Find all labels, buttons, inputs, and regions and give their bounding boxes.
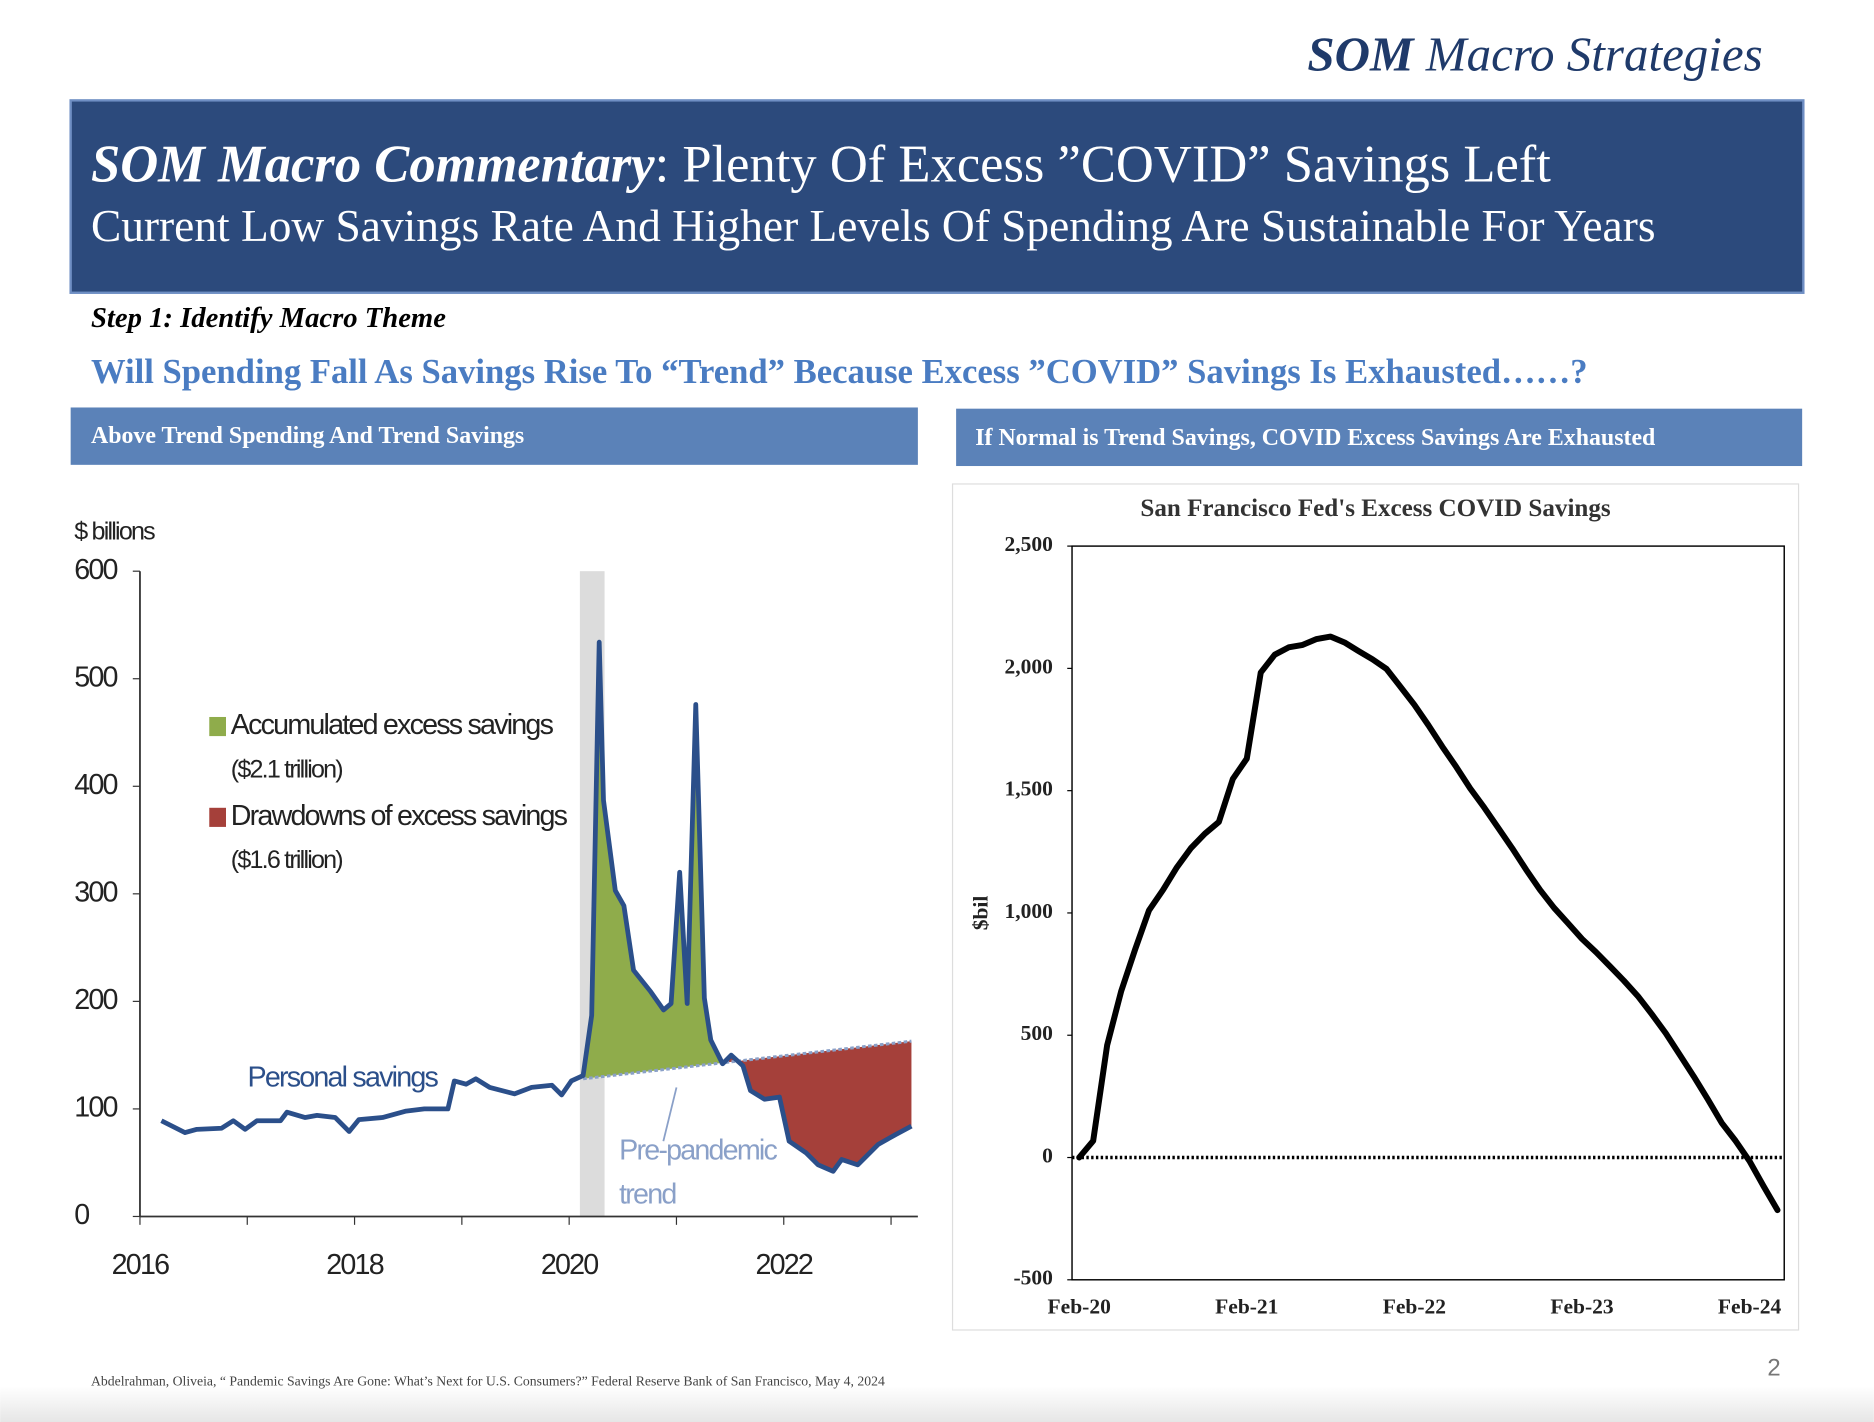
savings-line — [160, 639, 913, 1174]
y-tick-label: 2,500 — [1005, 532, 1053, 556]
x-tick-label: 2016 — [112, 1249, 169, 1281]
x-tick-label: 2022 — [755, 1249, 812, 1281]
panel-title: Above Trend Spending And Trend Savings — [91, 423, 524, 449]
chart-frame — [951, 483, 1800, 1331]
brand: SOM Macro Strategies — [1307, 27, 1762, 82]
excess-area — [583, 642, 723, 1079]
y-tick-label: 2,000 — [1005, 654, 1053, 678]
y-tick-label: 400 — [74, 769, 117, 801]
x-tick-label: Feb-24 — [1718, 1294, 1782, 1318]
banner — [69, 99, 1805, 294]
y-tick-label: 500 — [1021, 1021, 1053, 1045]
brand-bold: SOM — [1307, 27, 1415, 82]
panel-title: If Normal is Trend Savings, COVID Excess… — [975, 425, 1656, 451]
legend-label: Drawdowns of excess savings — [231, 800, 568, 832]
legend-swatch — [209, 807, 226, 827]
brand-rest: Macro Strategies — [1425, 27, 1763, 82]
banner-title: SOM Macro Commentary: Plenty Of Excess ”… — [91, 136, 1551, 194]
left-chart: $ billions 0 100 200 300 400 500 600 2016 2018 202… — [74, 518, 918, 1281]
x-tick-label: Feb-22 — [1383, 1294, 1446, 1318]
savings-line — [1076, 633, 1781, 1214]
footer-band — [0, 1386, 1874, 1422]
drawdown-area — [722, 1041, 912, 1172]
y-tick-label: 1,000 — [1005, 899, 1053, 923]
legend-label: Accumulated excess savings — [231, 709, 554, 741]
y-tick-label: 300 — [74, 876, 117, 908]
panel-header — [956, 408, 1803, 467]
x-tick-label: Feb-23 — [1550, 1294, 1614, 1318]
title-bold: SOM Macro Commentary — [91, 136, 655, 194]
y-tick-label: 500 — [74, 661, 117, 693]
trend-line — [582, 1039, 912, 1081]
legend-note: ($1.6 trillion) — [231, 846, 343, 874]
y-tick-label: 600 — [74, 554, 117, 586]
x-tick-label: Feb-21 — [1215, 1294, 1278, 1318]
trend-label: trend — [619, 1179, 676, 1211]
step: Step 1: Identify Macro Theme — [91, 302, 446, 334]
y-tick-label: 0 — [74, 1199, 89, 1231]
x-tick-label: 2018 — [326, 1249, 383, 1281]
y-tick-label: -500 — [1013, 1266, 1052, 1290]
chart-title: San Francisco Fed's Excess COVID Savings — [1140, 495, 1610, 522]
question: Will Spending Fall As Savings Rise To “T… — [91, 353, 1588, 391]
legend-swatch — [209, 716, 226, 737]
trend-label: Pre-pandemic — [619, 1135, 777, 1167]
y-tick-label: 0 — [1042, 1143, 1053, 1167]
x-tick-label: Feb-20 — [1048, 1294, 1111, 1318]
source: Abdelrahman, Oliveia, “ Pandemic Savings… — [91, 1374, 885, 1389]
x-tick-label: 2020 — [541, 1249, 598, 1281]
y-axis-label: $bil — [968, 896, 992, 931]
banner-subtitle: Current Low Savings Rate And Higher Leve… — [91, 201, 1656, 251]
page-number: 2 — [1767, 1355, 1780, 1382]
series-label: Personal savings — [248, 1062, 439, 1094]
title-rest: : Plenty Of Excess ”COVID” Savings Left — [655, 136, 1552, 194]
y-tick-label: 200 — [74, 984, 117, 1016]
trend-arrow — [662, 1087, 678, 1142]
panel-header — [70, 407, 918, 465]
y-axis-label: $ billions — [74, 518, 155, 546]
legend-note: ($2.1 trillion) — [231, 755, 343, 783]
y-tick-label: 100 — [74, 1091, 117, 1123]
y-tick-label: 1,500 — [1005, 777, 1053, 801]
right-chart: San Francisco Fed's Excess COVID Savings… — [968, 495, 1785, 1318]
